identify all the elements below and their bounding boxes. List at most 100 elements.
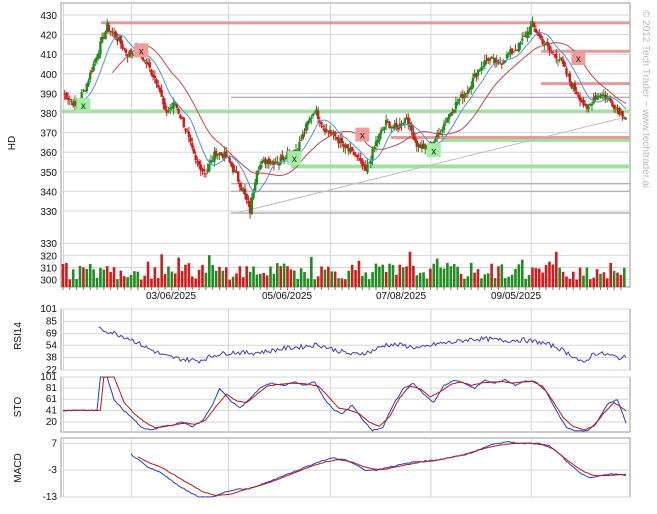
- volume-bar: [173, 273, 177, 287]
- candle-body: [143, 59, 146, 61]
- rsi-tick-label: 85: [46, 316, 58, 327]
- candle-body: [323, 128, 327, 133]
- candle-body: [199, 164, 202, 171]
- volume-bar: [211, 264, 214, 287]
- volume-bar: [109, 272, 112, 287]
- candle-body: [179, 114, 182, 119]
- volume-bar: [517, 264, 521, 287]
- candle-body: [580, 99, 583, 102]
- candle-body: [517, 43, 521, 52]
- volume-bar: [99, 267, 102, 287]
- candle-body: [391, 127, 395, 129]
- volume-bar: [585, 267, 589, 287]
- candle-body: [401, 123, 405, 125]
- candle-body: [527, 32, 531, 34]
- candle-body: [344, 145, 347, 149]
- candle-body: [500, 63, 504, 65]
- candle-body: [403, 118, 407, 124]
- volume-bar: [401, 267, 405, 287]
- candle-body: [470, 85, 473, 90]
- rsi-tick-label: 22: [46, 365, 58, 376]
- sto-tick-label: 41: [46, 405, 58, 416]
- volume-bar: [578, 267, 582, 287]
- buy-signal-box: [76, 98, 91, 113]
- candle-body: [367, 162, 371, 164]
- candle-body: [209, 160, 213, 164]
- candle-body: [264, 158, 267, 165]
- candle-body: [384, 119, 388, 126]
- candle-body: [621, 111, 624, 117]
- volume-bar: [602, 272, 606, 287]
- candle-body: [407, 117, 410, 126]
- candle-body: [228, 157, 231, 162]
- candle-body: [589, 103, 592, 106]
- candle-body: [313, 112, 316, 114]
- volume-bar: [126, 277, 129, 287]
- rsi-tick-label: 69: [46, 329, 58, 340]
- volume-bar: [136, 271, 140, 287]
- candle-body: [468, 88, 471, 90]
- candle-body: [191, 143, 194, 148]
- buy-signal-box: [287, 151, 302, 166]
- volume-bar: [415, 275, 419, 287]
- candle-body: [509, 49, 512, 55]
- volume-bar: [252, 266, 255, 287]
- sell-signal-marker: x: [139, 46, 144, 57]
- candle-body: [388, 121, 391, 129]
- volume-bar: [622, 267, 626, 287]
- candle-body: [609, 98, 612, 102]
- volume-bar: [187, 263, 191, 287]
- volume-bar: [156, 278, 160, 287]
- candle-body: [558, 59, 561, 61]
- volume-bar: [558, 267, 561, 287]
- candle-body: [371, 148, 374, 160]
- candle-body: [240, 187, 243, 191]
- candle-body: [259, 165, 262, 170]
- candle-body: [575, 91, 578, 95]
- candle-body: [182, 117, 185, 128]
- candle-body: [551, 51, 555, 53]
- volume-bar: [116, 279, 119, 287]
- candle-body: [514, 49, 517, 51]
- volume-bar: [490, 263, 493, 287]
- candle-body: [585, 104, 589, 109]
- volume-bar: [269, 266, 272, 287]
- candle-body: [189, 137, 192, 142]
- candle-body: [565, 68, 568, 75]
- candle-body: [475, 72, 478, 77]
- candle-body: [446, 117, 449, 123]
- candle-body: [216, 153, 219, 156]
- candle-body: [541, 39, 544, 45]
- candle-body: [327, 130, 330, 132]
- volume-bar: [429, 268, 432, 287]
- volume-tick-label: 300: [40, 276, 57, 287]
- candle-body: [480, 67, 483, 71]
- candle-body: [80, 92, 83, 100]
- candle-body: [87, 80, 90, 86]
- candle-body: [174, 103, 177, 105]
- candle-body: [162, 97, 165, 105]
- volume-bar: [194, 278, 197, 287]
- candle-body: [225, 151, 228, 157]
- candle-body: [606, 96, 609, 100]
- volume-bar: [259, 273, 262, 287]
- volume-bar: [238, 266, 242, 287]
- stochastic-panel: [62, 376, 627, 432]
- volume-bar: [160, 254, 163, 287]
- volume-bar: [619, 274, 623, 287]
- candle-body: [146, 63, 150, 65]
- candle-body: [373, 146, 376, 148]
- volume-bar: [61, 263, 65, 287]
- volume-bar: [313, 279, 317, 287]
- candle-body: [447, 114, 451, 119]
- candle-body: [602, 94, 606, 96]
- candle-body: [116, 38, 119, 42]
- volume-bars: [61, 251, 626, 287]
- volume-bar: [316, 276, 320, 287]
- candle-body: [563, 62, 566, 67]
- candle-body: [337, 137, 340, 144]
- volume-bar: [418, 272, 422, 287]
- candle-body: [231, 164, 235, 173]
- candle-body: [424, 144, 427, 150]
